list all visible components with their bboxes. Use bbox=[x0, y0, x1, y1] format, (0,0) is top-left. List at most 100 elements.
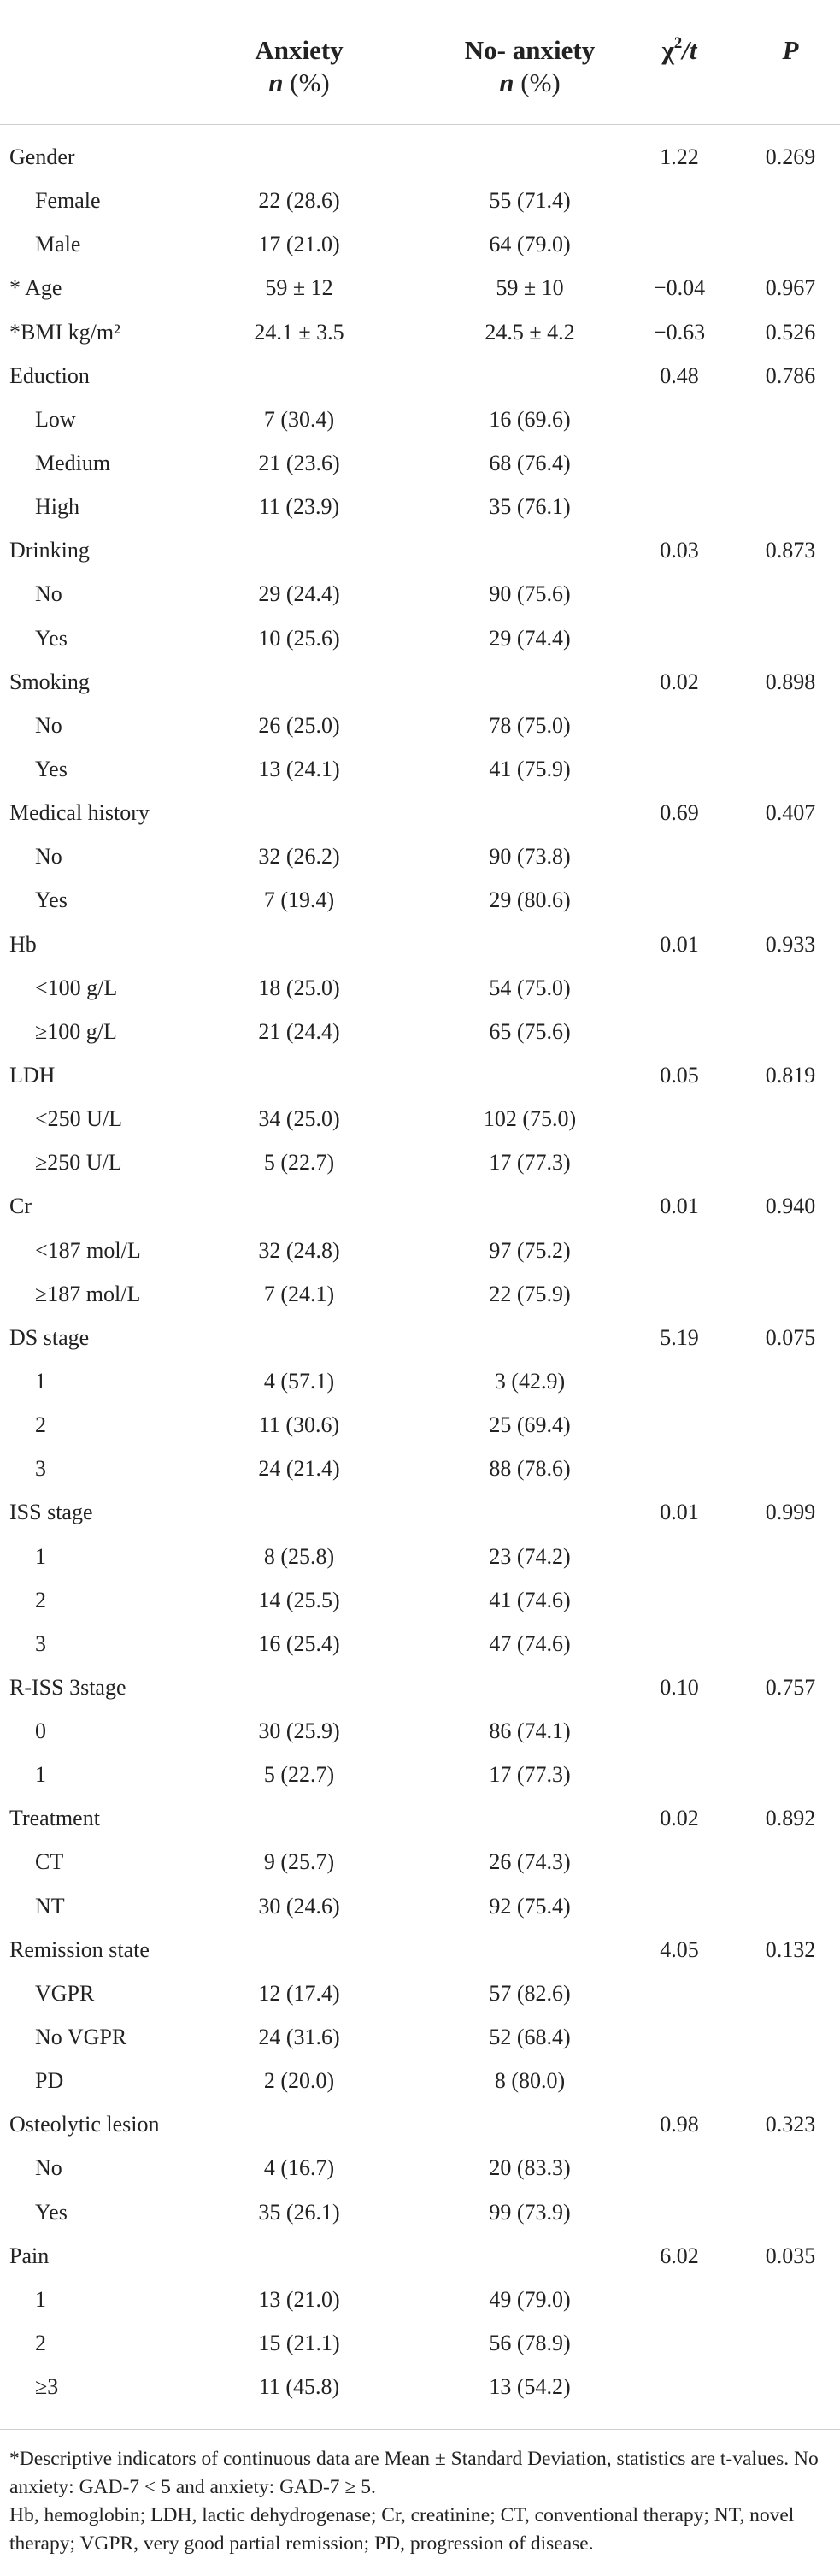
cell-no-anxiety: 13 (54.2) bbox=[489, 2374, 571, 2400]
cell-anxiety: 11 (30.6) bbox=[258, 1412, 340, 1438]
table-row: R-ISS 3stage 0.10 0.757 bbox=[0, 1666, 840, 1710]
cell-anxiety: 11 (45.8) bbox=[258, 2374, 340, 2400]
cell-chi-t: 0.02 bbox=[660, 669, 699, 694]
table-row: 2 14 (25.5) 41 (74.6) bbox=[0, 1579, 840, 1623]
cell-chi-t: −0.04 bbox=[653, 275, 706, 301]
cell-anxiety: 5 (22.7) bbox=[263, 1150, 335, 1176]
cell-no-anxiety: 8 (80.0) bbox=[494, 2068, 566, 2094]
header-no-anxiety-n: n bbox=[499, 68, 514, 97]
footnote-2: Hb, hemoglobin; LDH, lactic dehydrogenas… bbox=[9, 2504, 795, 2555]
table-row: ≥3 11 (45.8) 13 (54.2) bbox=[0, 2366, 840, 2409]
table-row: Female 22 (28.6) 55 (71.4) bbox=[0, 180, 840, 223]
cell-no-anxiety: 65 (75.6) bbox=[489, 1018, 571, 1044]
cell-p-value: 0.035 bbox=[765, 2243, 816, 2268]
table-row: Gender 1.22 0.269 bbox=[0, 136, 840, 180]
cell-no-anxiety: 99 (73.9) bbox=[489, 2199, 571, 2225]
cell-chi-t: 0.10 bbox=[660, 1674, 699, 1700]
cell-anxiety: 2 (20.0) bbox=[263, 2068, 335, 2094]
header-no-anxiety: No- anxiety n (%) bbox=[402, 34, 658, 99]
row-label: 3 bbox=[35, 1456, 46, 1482]
row-label: No bbox=[35, 712, 62, 738]
cell-p-value: 0.967 bbox=[765, 275, 816, 301]
row-label: Yes bbox=[35, 887, 68, 913]
row-label: Medical history bbox=[9, 800, 150, 826]
cell-no-anxiety: 16 (69.6) bbox=[489, 406, 571, 432]
table-row: DS stage 5.19 0.075 bbox=[0, 1317, 840, 1360]
row-label: DS stage bbox=[9, 1324, 90, 1350]
cell-anxiety: 26 (25.0) bbox=[258, 712, 340, 738]
row-label: No bbox=[35, 581, 62, 607]
cell-anxiety: 24 (31.6) bbox=[258, 2025, 340, 2050]
table-row: 2 11 (30.6) 25 (69.4) bbox=[0, 1404, 840, 1447]
cell-anxiety: 59 ± 12 bbox=[265, 275, 333, 301]
table-body: Gender 1.22 0.269 Female 22 (28.6) 55 (71.4) M… bbox=[0, 125, 840, 2409]
table-row: ISS stage 0.01 0.999 bbox=[0, 1491, 840, 1535]
header-anxiety: Anxiety n (%) bbox=[179, 34, 419, 99]
cell-anxiety: 13 (21.0) bbox=[258, 2286, 340, 2312]
table-row: ≥100 g/L 21 (24.4) 65 (75.6) bbox=[0, 1011, 840, 1054]
footnote-1: *Descriptive indicators of continuous da… bbox=[9, 2448, 819, 2498]
table-row: PD 2 (20.0) 8 (80.0) bbox=[0, 2060, 840, 2103]
cell-p-value: 0.873 bbox=[765, 538, 816, 563]
table-row: Yes 35 (26.1) 99 (73.9) bbox=[0, 2191, 840, 2235]
cell-no-anxiety: 59 ± 10 bbox=[496, 275, 564, 301]
row-label: Female bbox=[35, 188, 101, 214]
table-row: 1 13 (21.0) 49 (79.0) bbox=[0, 2278, 840, 2322]
cell-no-anxiety: 57 (82.6) bbox=[489, 1980, 571, 2006]
table-row: No 26 (25.0) 78 (75.0) bbox=[0, 704, 840, 748]
row-label: Eduction bbox=[9, 363, 90, 388]
row-label: 2 bbox=[35, 1412, 46, 1438]
cell-chi-t: 0.01 bbox=[660, 931, 699, 957]
row-label: Low bbox=[35, 406, 76, 432]
row-label: 1 bbox=[35, 1368, 46, 1394]
cell-no-anxiety: 90 (75.6) bbox=[489, 581, 571, 607]
table-row: High 11 (23.9) 35 (76.1) bbox=[0, 486, 840, 529]
row-label: VGPR bbox=[35, 1980, 95, 2006]
cell-no-anxiety: 78 (75.0) bbox=[489, 712, 571, 738]
cell-anxiety: 24.1 ± 3.5 bbox=[254, 319, 344, 345]
cell-anxiety: 7 (30.4) bbox=[263, 406, 335, 432]
cell-chi-t: 0.02 bbox=[660, 1806, 699, 1831]
table-row: No 4 (16.7) 20 (83.3) bbox=[0, 2147, 840, 2190]
cell-chi-t: 0.01 bbox=[660, 1194, 699, 1219]
table-row: 2 15 (21.1) 56 (78.9) bbox=[0, 2322, 840, 2366]
row-label: 2 bbox=[35, 2331, 46, 2356]
cell-anxiety: 34 (25.0) bbox=[258, 1106, 340, 1132]
cell-no-anxiety: 88 (78.6) bbox=[489, 1456, 571, 1482]
row-label: 0 bbox=[35, 1718, 46, 1744]
table-row: Drinking 0.03 0.873 bbox=[0, 529, 840, 573]
row-label: ≥100 g/L bbox=[35, 1018, 117, 1044]
cell-chi-t: 0.05 bbox=[660, 1062, 699, 1088]
row-label: Remission state bbox=[9, 1936, 150, 1962]
header-chi-t: χ2/t bbox=[624, 34, 735, 67]
header-chi-sup: 2 bbox=[673, 33, 683, 52]
table-row: ≥250 U/L 5 (22.7) 17 (77.3) bbox=[0, 1141, 840, 1185]
row-label: * Age bbox=[9, 275, 62, 301]
table-row: VGPR 12 (17.4) 57 (82.6) bbox=[0, 1972, 840, 2016]
cell-no-anxiety: 54 (75.0) bbox=[489, 975, 571, 1000]
table-row: Low 7 (30.4) 16 (69.6) bbox=[0, 398, 840, 442]
table-row: Medium 21 (23.6) 68 (76.4) bbox=[0, 442, 840, 486]
cell-no-anxiety: 86 (74.1) bbox=[489, 1718, 571, 1744]
table-row: Cr 0.01 0.940 bbox=[0, 1185, 840, 1229]
table-row: *BMI kg/m² 24.1 ± 3.5 24.5 ± 4.2 −0.63 0.526 bbox=[0, 311, 840, 355]
header-anxiety-pct: (%) bbox=[283, 68, 330, 97]
row-label: <250 U/L bbox=[35, 1106, 123, 1132]
cell-anxiety: 30 (25.9) bbox=[258, 1718, 340, 1744]
table-row: No 32 (26.2) 90 (73.8) bbox=[0, 835, 840, 879]
row-label: Smoking bbox=[9, 669, 90, 694]
table-row: Male 17 (21.0) 64 (79.0) bbox=[0, 223, 840, 267]
row-label: Cr bbox=[9, 1194, 32, 1219]
cell-chi-t: 0.98 bbox=[660, 2112, 699, 2137]
cell-no-anxiety: 25 (69.4) bbox=[489, 1412, 571, 1438]
cell-anxiety: 14 (25.5) bbox=[258, 1587, 340, 1612]
cell-p-value: 0.757 bbox=[765, 1674, 816, 1700]
cell-anxiety: 24 (21.4) bbox=[258, 1456, 340, 1482]
table-row: NT 30 (24.6) 92 (75.4) bbox=[0, 1885, 840, 1929]
row-label: Hb bbox=[9, 931, 37, 957]
cell-no-anxiety: 56 (78.9) bbox=[489, 2331, 571, 2356]
table-row: LDH 0.05 0.819 bbox=[0, 1054, 840, 1098]
row-label: NT bbox=[35, 1893, 65, 1919]
table-row: <250 U/L 34 (25.0) 102 (75.0) bbox=[0, 1098, 840, 1141]
cell-anxiety: 30 (24.6) bbox=[258, 1893, 340, 1919]
